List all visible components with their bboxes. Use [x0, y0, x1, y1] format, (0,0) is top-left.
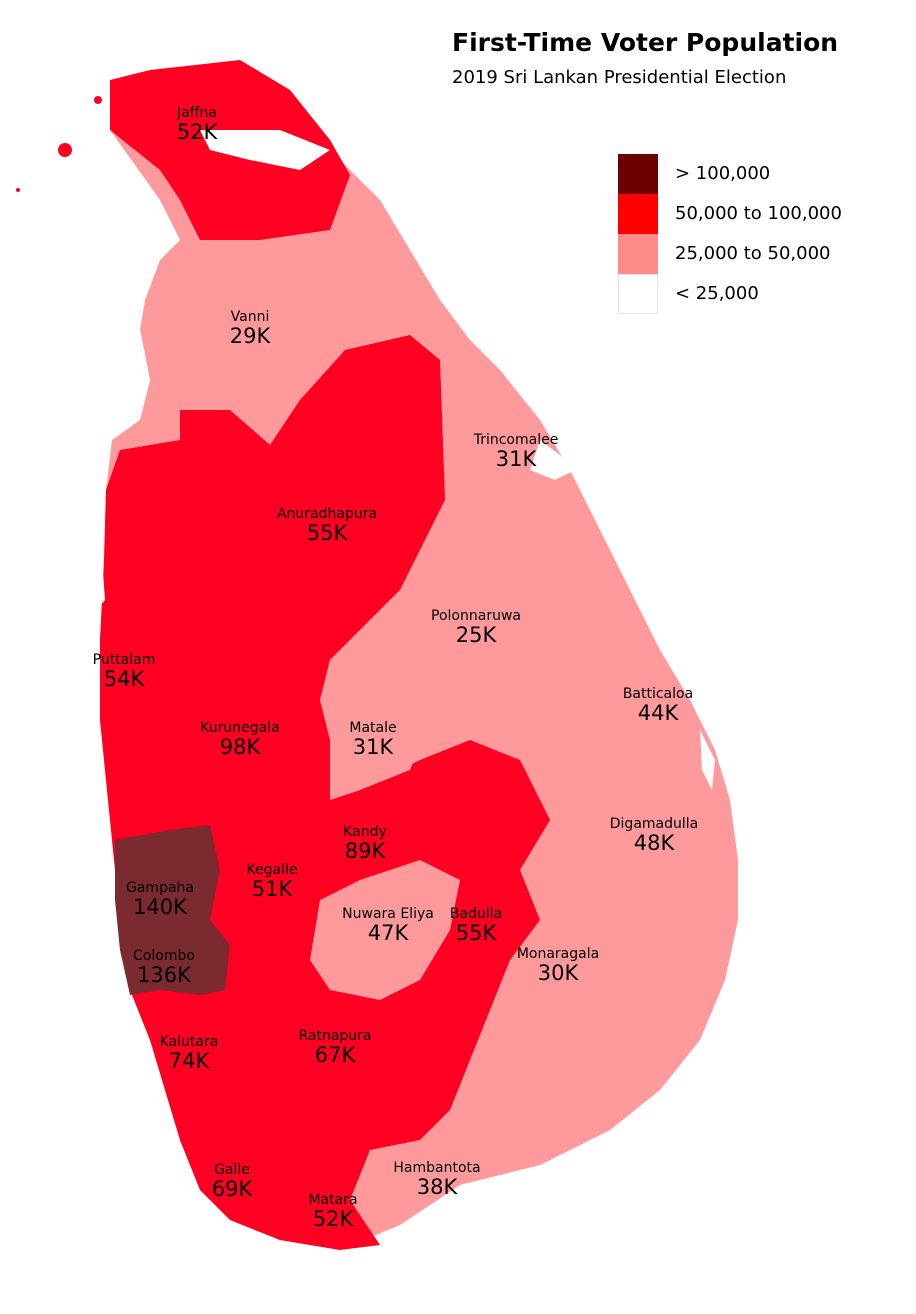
district-name: Anuradhapura	[276, 506, 378, 522]
district-name: Badulla	[449, 906, 503, 922]
district-value: 98K	[219, 735, 261, 759]
island-dot	[94, 96, 102, 104]
central-western-region	[100, 335, 550, 1250]
district-label-puttalam: Puttalam 54K	[93, 652, 156, 691]
district-label-matale: Matale 31K	[349, 720, 396, 759]
district-label-kalutara: Kalutara 74K	[160, 1034, 219, 1073]
legend-swatch	[618, 154, 658, 194]
district-value: 67K	[314, 1043, 356, 1067]
district-name: Batticaloa	[622, 686, 694, 702]
district-value: 54K	[103, 667, 145, 691]
district-label-ratnapura: Ratnapura 67K	[298, 1028, 371, 1067]
district-value: 25K	[455, 623, 497, 647]
district-value: 74K	[168, 1049, 210, 1073]
district-value: 89K	[344, 839, 386, 863]
district-label-kandy: Kandy 89K	[343, 824, 387, 863]
district-name: Ratnapura	[298, 1028, 372, 1044]
district-name: Matale	[349, 720, 397, 736]
district-label-batticaloa: Batticaloa 44K	[623, 686, 693, 725]
district-label-nuwara-eliya: Nuwara Eliya 47K	[342, 906, 434, 945]
mannar-gulf	[70, 280, 150, 420]
lagoon-east	[700, 730, 715, 790]
legend-label: < 25,000	[675, 283, 759, 304]
district-name: Puttalam	[92, 652, 156, 668]
district-name: Nuwara Eliya	[342, 906, 434, 922]
district-value: 48K	[633, 831, 675, 855]
island-dot	[58, 143, 72, 157]
district-label-anuradhapura: Anuradhapura 55K	[277, 506, 377, 545]
district-label-matara: Matara 52K	[308, 1192, 357, 1231]
district-name: Digamadulla	[609, 816, 699, 832]
district-label-kegalle: Kegalle 51K	[247, 862, 298, 901]
district-name: Colombo	[133, 948, 195, 964]
district-label-kurunegala: Kurunegala 98K	[200, 720, 279, 759]
district-name: Kandy	[343, 824, 387, 840]
legend-swatch	[618, 274, 658, 314]
district-label-badulla: Badulla 55K	[450, 906, 502, 945]
district-value: 47K	[367, 921, 409, 945]
district-value: 52K	[176, 120, 218, 144]
map-title: First-Time Voter Population	[452, 28, 839, 57]
map-subtitle: 2019 Sri Lankan Presidential Election	[452, 67, 787, 88]
district-label-polonnaruwa: Polonnaruwa 25K	[431, 608, 521, 647]
district-value: 136K	[137, 963, 191, 987]
district-label-galle: Galle 69K	[212, 1162, 253, 1201]
trinco-bay	[530, 440, 575, 480]
district-name: Kurunegala	[200, 720, 280, 736]
district-value: 44K	[637, 701, 679, 725]
district-value: 31K	[495, 447, 537, 471]
district-name: Kalutara	[159, 1034, 219, 1050]
lagoon-west	[82, 530, 105, 615]
district-name: Kegalle	[246, 862, 298, 878]
district-value: 69K	[211, 1177, 253, 1201]
district-value: 38K	[416, 1175, 458, 1199]
jaffna-lagoon	[200, 130, 330, 170]
district-name: Vanni	[230, 309, 270, 325]
legend-label: 25,000 to 50,000	[675, 243, 831, 264]
district-label-digamadulla: Digamadulla 48K	[610, 816, 698, 855]
district-label-monaragala: Monaragala 30K	[517, 946, 599, 985]
district-name: Galle	[214, 1162, 250, 1178]
district-name: Gampaha	[126, 880, 194, 896]
district-label-colombo: Colombo 136K	[133, 948, 195, 987]
district-label-trincomalee: Trincomalee 31K	[474, 432, 559, 471]
district-name: Hambantota	[393, 1160, 481, 1176]
legend-label: 50,000 to 100,000	[675, 203, 842, 224]
district-value: 30K	[537, 961, 579, 985]
gampaha-colombo-region	[115, 825, 230, 995]
legend-label: > 100,000	[675, 163, 771, 184]
district-name: Jaffna	[177, 105, 217, 121]
district-value: 52K	[312, 1207, 354, 1231]
district-value: 55K	[306, 521, 348, 545]
legend-swatch	[618, 234, 658, 274]
matale-region	[320, 590, 430, 800]
district-name: Trincomalee	[473, 432, 559, 448]
district-value: 140K	[133, 895, 187, 919]
district-value: 31K	[352, 735, 394, 759]
district-label-vanni: Vanni 29K	[230, 309, 271, 348]
district-value: 51K	[251, 877, 293, 901]
district-label-jaffna: Jaffna 52K	[177, 105, 218, 144]
island-dot	[16, 188, 20, 192]
district-label-gampaha: Gampaha 140K	[126, 880, 194, 919]
nuwara-eliya-region	[310, 860, 460, 1000]
district-value: 29K	[229, 324, 271, 348]
district-name: Monaragala	[516, 946, 600, 962]
district-name: Polonnaruwa	[431, 608, 521, 624]
legend-swatch	[618, 194, 658, 234]
district-name: Matara	[308, 1192, 358, 1208]
district-value: 55K	[455, 921, 497, 945]
district-label-hambantota: Hambantota 38K	[393, 1160, 480, 1199]
